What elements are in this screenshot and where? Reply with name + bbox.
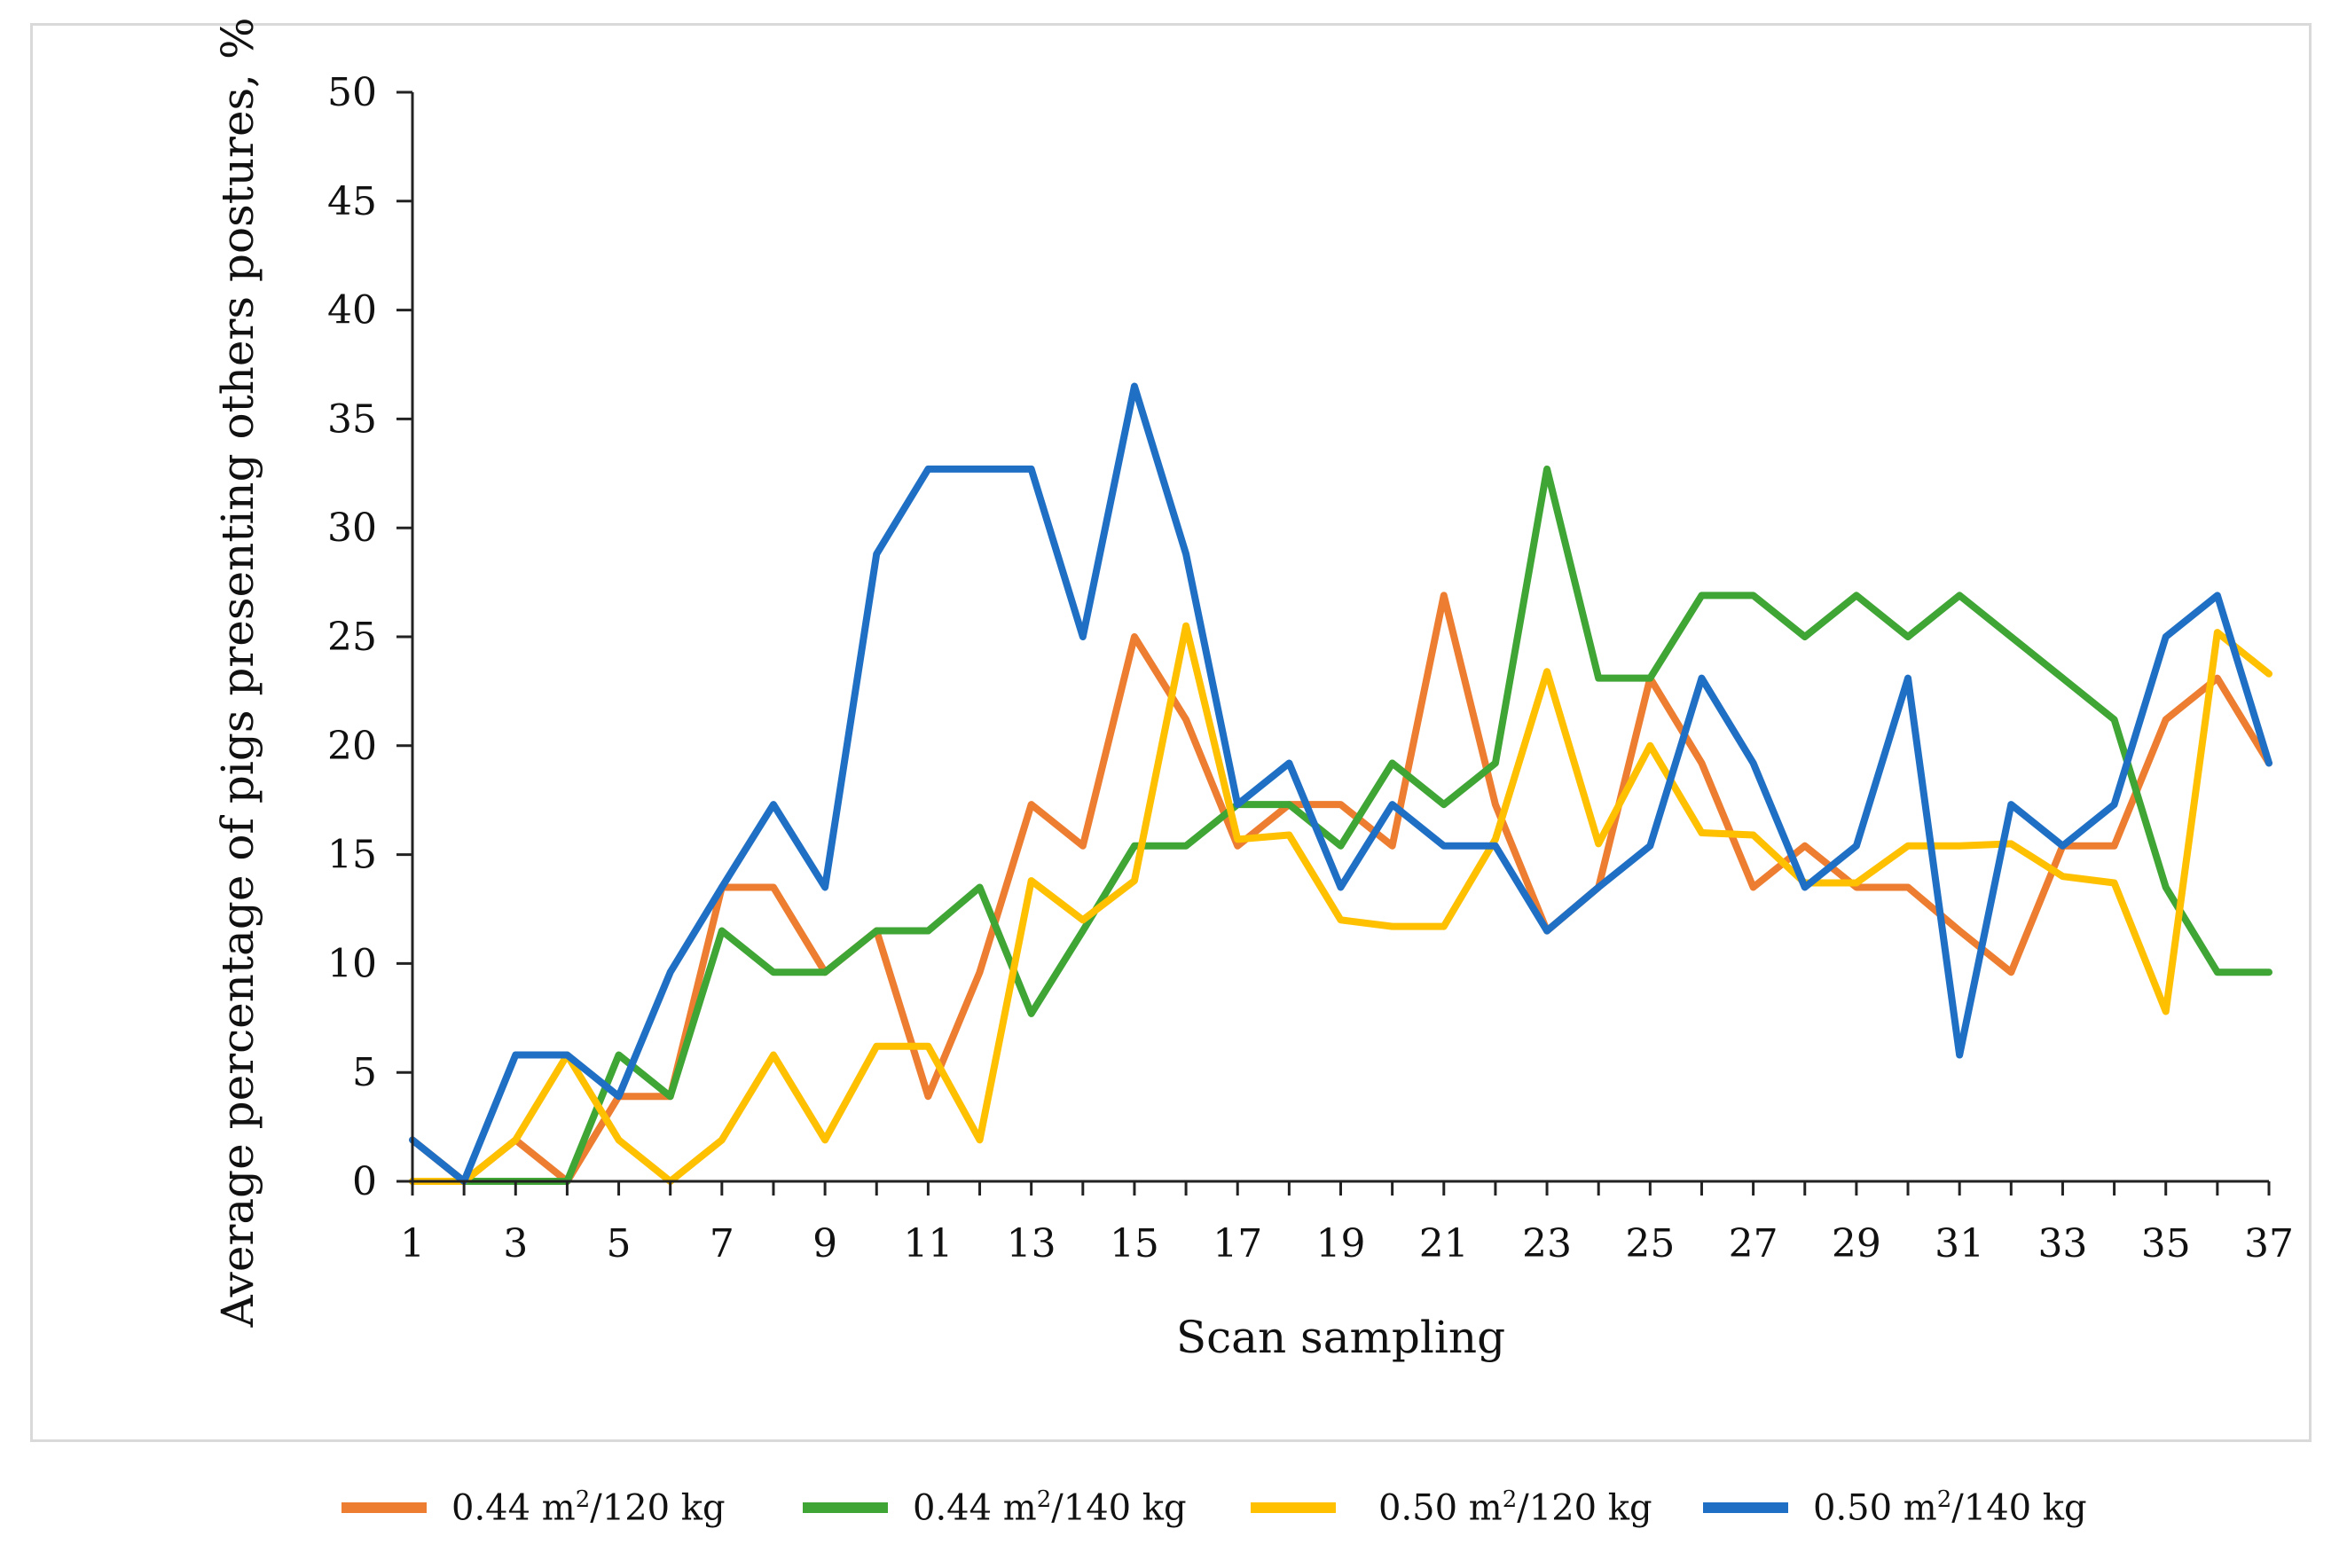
y-tick-label: 35 xyxy=(327,396,377,442)
series-line-2 xyxy=(409,465,2272,1185)
y-tick-label: 5 xyxy=(352,1050,377,1095)
legend-swatch-050-120 xyxy=(1251,1502,1336,1513)
legend-item-050-120: 0.50 m2/120 kg xyxy=(1251,1468,1652,1548)
legend-label-050-120: 0.50 m2/120 kg xyxy=(1378,1486,1652,1529)
x-tick-label: 27 xyxy=(1729,1221,1778,1266)
x-tick-label: 3 xyxy=(503,1221,528,1266)
y-tick-label: 50 xyxy=(327,70,377,115)
y-tick-label: 20 xyxy=(327,724,377,769)
x-tick-label: 9 xyxy=(812,1221,837,1266)
x-tick-label: 35 xyxy=(2141,1221,2191,1266)
legend-swatch-050-140 xyxy=(1703,1502,1788,1513)
x-tick-label: 19 xyxy=(1316,1221,1366,1266)
legend-swatch-044-140 xyxy=(803,1502,888,1513)
x-tick-label: 25 xyxy=(1625,1221,1675,1266)
legend-item-044-140: 0.44 m2/140 kg xyxy=(803,1468,1187,1548)
x-tick-label: 5 xyxy=(607,1221,632,1266)
x-tick-label: 7 xyxy=(710,1221,734,1266)
y-tick-label: 40 xyxy=(327,288,377,333)
x-tick-label: 23 xyxy=(1522,1221,1572,1266)
x-axis-title: Scan sampling xyxy=(1176,1312,1505,1363)
y-tick-label: 25 xyxy=(327,615,377,660)
legend-swatch-044-120 xyxy=(341,1502,427,1513)
x-tick-label: 15 xyxy=(1110,1221,1159,1266)
legend-label-044-120: 0.44 m2/120 kg xyxy=(451,1486,726,1529)
legend-item-050-140: 0.50 m2/140 kg xyxy=(1703,1468,2087,1548)
x-tick-label: 37 xyxy=(2244,1221,2294,1266)
y-tick-label: 0 xyxy=(352,1159,377,1204)
series-line-3 xyxy=(409,622,2272,1185)
x-tick-label: 17 xyxy=(1213,1221,1262,1266)
x-tick-label: 31 xyxy=(1935,1221,1984,1266)
y-tick-label: 15 xyxy=(327,833,377,878)
chart-legend: 0.44 m2/120 kg 0.44 m2/140 kg 0.50 m2/12… xyxy=(0,1468,2347,1548)
x-tick-label: 1 xyxy=(400,1221,425,1266)
y-tick-label: 45 xyxy=(327,179,377,224)
x-tick-label: 29 xyxy=(1832,1221,1881,1266)
series-layer xyxy=(409,382,2272,1185)
x-tick-label: 21 xyxy=(1419,1221,1469,1266)
chart-frame xyxy=(30,23,2312,1442)
y-tick-label: 10 xyxy=(327,941,377,986)
legend-label-050-140: 0.50 m2/140 kg xyxy=(1813,1486,2087,1529)
series-line-4 xyxy=(409,382,2272,1185)
x-tick-label: 33 xyxy=(2037,1221,2087,1266)
y-tick-label: 30 xyxy=(327,506,377,551)
x-tick-label: 13 xyxy=(1007,1221,1056,1266)
legend-item-044-120: 0.44 m2/120 kg xyxy=(341,1468,726,1548)
x-tick-label: 11 xyxy=(903,1221,953,1266)
legend-label-044-140: 0.44 m2/140 kg xyxy=(913,1486,1187,1529)
y-axis-title: Average percentage of pigs presenting ot… xyxy=(212,18,263,1329)
